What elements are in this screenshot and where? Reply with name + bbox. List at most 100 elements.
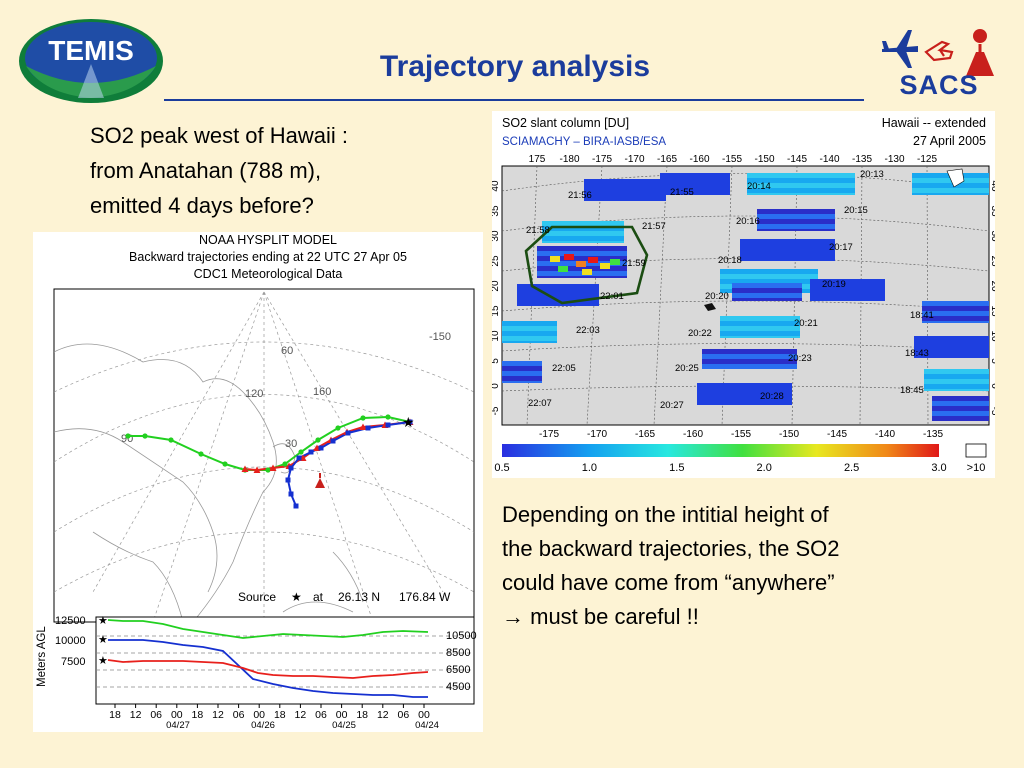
right-level-label: 8500 <box>446 647 470 659</box>
orbit-time-label: 22:01 <box>600 291 624 302</box>
source-latitude: 26.13 N <box>338 590 380 604</box>
trajectory-marker <box>142 433 148 439</box>
right-level-label: 4500 <box>446 681 470 693</box>
trajectory-marker <box>318 445 324 451</box>
latitude-tick: 15 <box>492 305 501 317</box>
orbit-time-label: 20:23 <box>788 353 812 364</box>
so2-map-region: Hawaii -- extended <box>882 116 986 130</box>
hysplit-blue-markers <box>285 419 413 509</box>
longitude-tick: 175 <box>529 154 546 165</box>
latitude-tick: 35 <box>989 205 995 217</box>
height-green-line <box>107 619 429 639</box>
latitude-tick: -5 <box>989 407 995 416</box>
hysplit-map-label: 120 <box>245 388 263 400</box>
question-line: emitted 4 days before? <box>90 193 314 218</box>
anatahan-volcano-icon <box>315 478 325 488</box>
orbit-time-label: 22:05 <box>552 363 576 374</box>
right-level-label: 6500 <box>446 664 470 676</box>
so2-hotspot <box>550 254 620 275</box>
pointing-hand-icon <box>924 40 954 62</box>
time-tick-label: 12 <box>212 709 224 721</box>
height-red-line <box>107 659 429 679</box>
trajectory-marker <box>288 465 294 471</box>
colorbar-tick: 1.0 <box>582 462 597 474</box>
trajectory-marker <box>241 465 249 472</box>
longitude-tick: -145 <box>787 154 807 165</box>
orbit-time-label: 20:15 <box>844 205 868 216</box>
orbit-swath <box>502 361 542 383</box>
trajectory-marker <box>285 477 291 483</box>
source-label: Source <box>238 590 276 604</box>
question-line: SO2 peak west of Hawaii : <box>90 123 349 148</box>
orbit-swath <box>747 173 855 195</box>
longitude-tick: -165 <box>635 429 655 440</box>
latitude-tick: 10 <box>989 330 995 342</box>
latitude-tick: 0 <box>989 383 995 389</box>
orbit-time-label: 21:59 <box>622 258 646 269</box>
orbit-swath <box>660 173 730 195</box>
longitude-tick: -140 <box>819 154 839 165</box>
trajectory-marker <box>298 449 304 455</box>
orbit-time-label: 20:21 <box>794 318 818 329</box>
orbit-swath <box>702 349 797 369</box>
trajectory-marker <box>365 425 371 431</box>
left-level-label: 10000 <box>55 635 86 647</box>
orbit-time-label: 20:19 <box>822 279 846 290</box>
trajectory-marker <box>385 414 391 420</box>
time-tick-label: 12 <box>295 709 307 721</box>
longitude-tick: -160 <box>689 154 709 165</box>
orbit-swath <box>502 321 557 343</box>
trajectory-marker <box>282 461 288 467</box>
orbit-time-label: 20:16 <box>736 216 760 227</box>
trajectory-marker <box>360 415 366 421</box>
longitude-tick: -160 <box>683 429 703 440</box>
orbit-time-label: 20:18 <box>718 255 742 266</box>
longitude-tick: -150 <box>754 154 774 165</box>
orbit-time-label: 20:17 <box>829 242 853 253</box>
orbit-swath <box>732 283 802 301</box>
latitude-tick: 20 <box>492 280 501 292</box>
orbit-swath <box>810 279 885 301</box>
longitude-tick: -130 <box>884 154 904 165</box>
date-label: 04/26 <box>251 720 275 731</box>
time-tick-label: 00 <box>418 709 430 721</box>
trajectory-marker <box>222 461 228 467</box>
start-star-icon: ★ <box>98 615 108 627</box>
conclusion-line: Depending on the intitial height of <box>502 502 829 527</box>
orbit-swath <box>517 284 599 306</box>
longitude-tick: -155 <box>731 429 751 440</box>
trajectory-marker <box>288 491 294 497</box>
orbit-swath <box>914 336 989 358</box>
trajectory-marker <box>269 464 277 471</box>
time-tick-marks <box>114 704 425 708</box>
question-text: SO2 peak west of Hawaii : from Anatahan … <box>90 118 450 223</box>
trajectory-marker <box>359 423 367 430</box>
colorbar-tick: 1.5 <box>669 462 684 474</box>
trajectory-marker <box>296 455 302 461</box>
colorbar-tick: 3.0 <box>931 462 946 474</box>
time-tick-label: 00 <box>171 709 183 721</box>
orbit-time-label: 20:22 <box>688 328 712 339</box>
conclusion-line: the backward trajectories, the SO2 <box>502 536 840 561</box>
latitude-tick: 40 <box>492 180 501 192</box>
orbit-swath <box>924 369 989 391</box>
time-tick-label: 18 <box>109 709 121 721</box>
longitude-tick: -155 <box>722 154 742 165</box>
orbit-time-label: 22:03 <box>576 325 600 336</box>
orbit-swath <box>584 179 666 201</box>
trajectory-marker <box>265 467 271 473</box>
date-label: 04/25 <box>332 720 356 731</box>
right-level-label: 10500 <box>446 630 477 642</box>
longitude-tick: -135 <box>852 154 872 165</box>
volcano-icon <box>966 29 994 76</box>
bottom-longitude-ticks: -175 -170 -165 -160 -155 -150 -145 -140 -135 <box>539 429 943 440</box>
trajectory-marker <box>293 503 299 509</box>
orbit-swath <box>922 301 989 323</box>
trajectory-marker <box>335 425 341 431</box>
latitude-tick: 25 <box>492 255 501 267</box>
date-label: 04/27 <box>166 720 190 731</box>
date-label: 04/24 <box>415 720 439 731</box>
trajectory-marker <box>125 433 131 439</box>
longitude-tick: -170 <box>624 154 644 165</box>
hysplit-coastlines <box>53 343 364 623</box>
